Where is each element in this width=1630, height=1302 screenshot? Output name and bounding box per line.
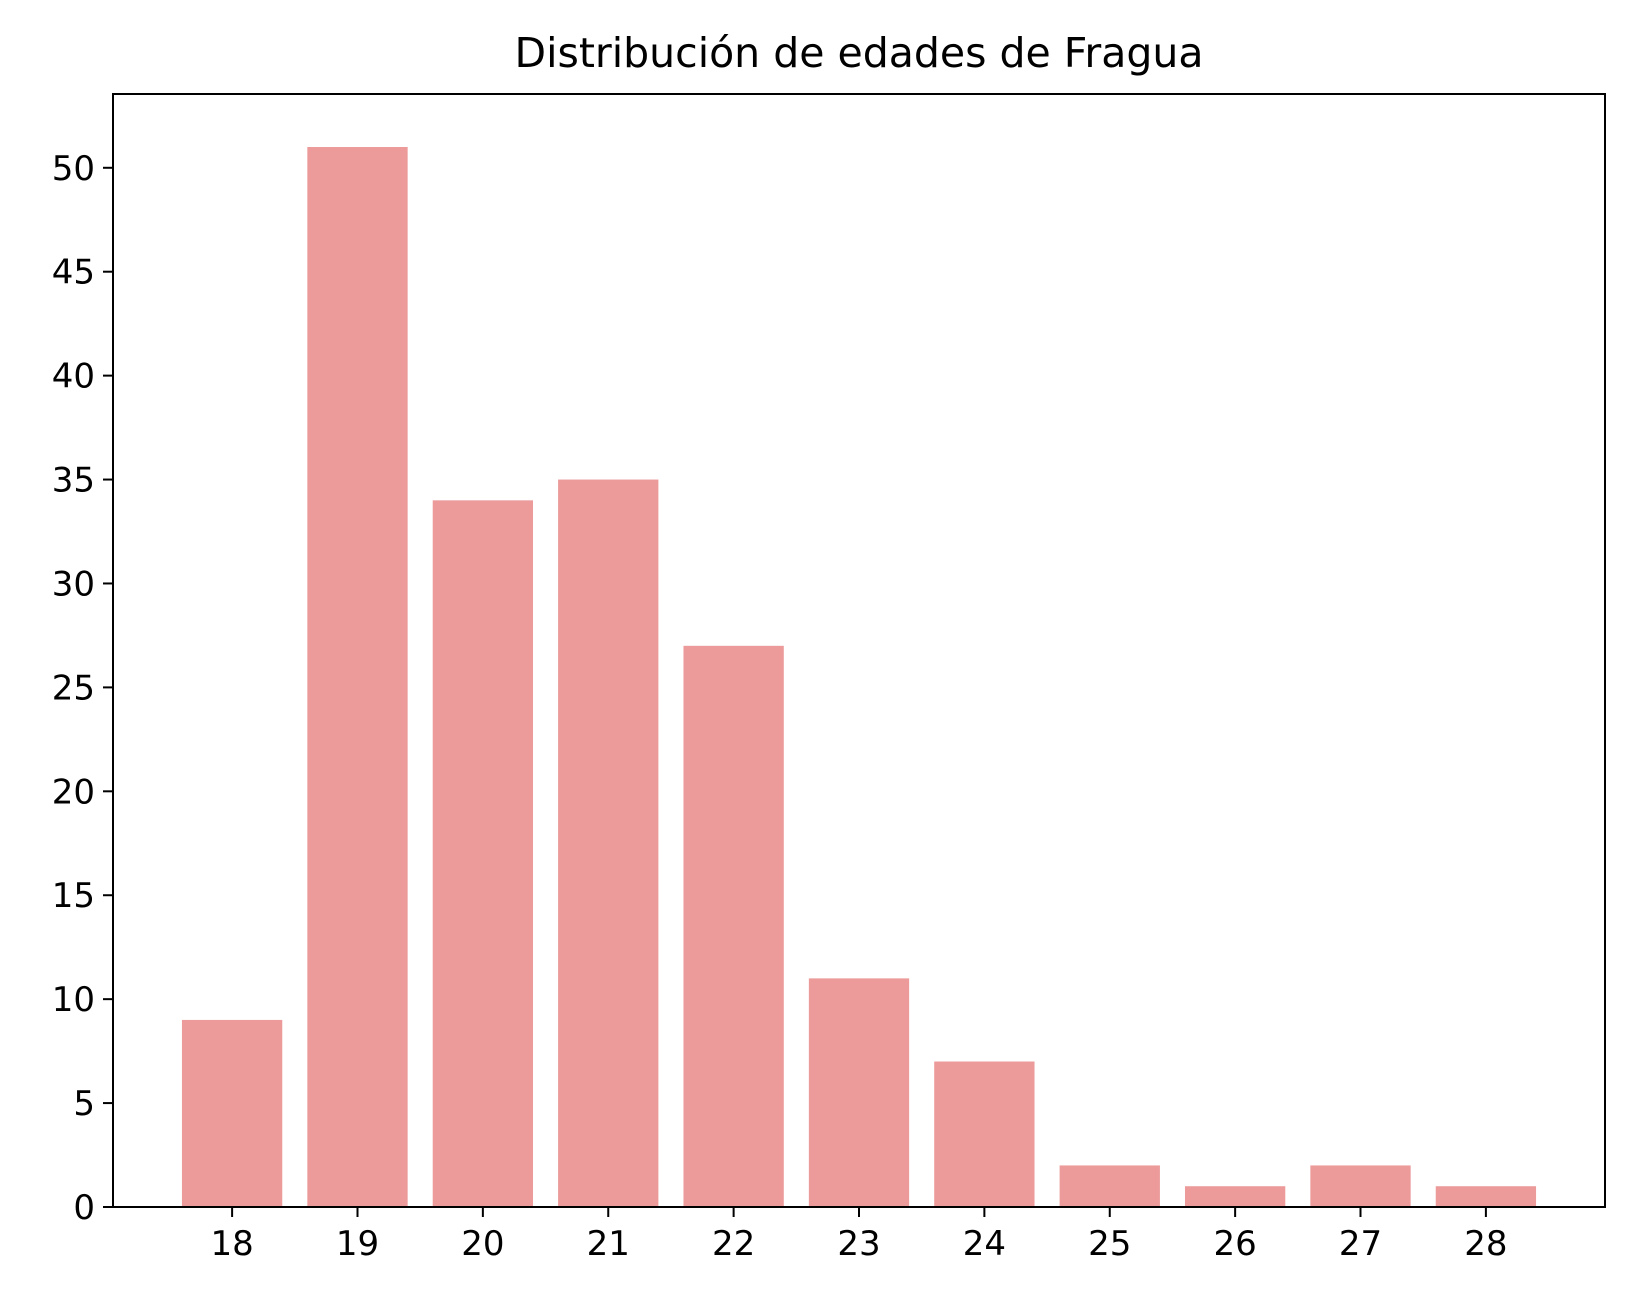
y-tick-label: 15 (52, 876, 95, 916)
y-tick-label: 10 (52, 980, 95, 1020)
x-tick-label: 23 (837, 1224, 880, 1264)
plot-frame (112, 93, 1606, 1208)
x-tick-label: 24 (963, 1224, 1006, 1264)
bar-25 (1059, 1165, 1160, 1207)
x-tick-label: 18 (210, 1224, 253, 1264)
x-tick-label: 25 (1088, 1224, 1131, 1264)
y-tick-label: 30 (52, 564, 95, 604)
bar-18 (181, 1019, 283, 1207)
y-tick-label: 50 (52, 149, 95, 189)
x-tick-label: 19 (336, 1224, 379, 1264)
bar-27 (1310, 1165, 1411, 1207)
bar-21 (558, 479, 659, 1207)
x-tick-label: 20 (461, 1224, 504, 1264)
x-tick-label: 26 (1214, 1224, 1257, 1264)
y-tick-label: 0 (73, 1188, 95, 1228)
y-tick-label: 45 (52, 253, 95, 293)
bar-23 (808, 978, 910, 1207)
bar-22 (683, 645, 784, 1207)
bars-group (181, 147, 1537, 1207)
y-tick-label: 35 (52, 461, 95, 501)
y-axis: 0 5 10 15 20 25 30 35 40 45 50 (52, 149, 113, 1228)
x-tick-label: 28 (1464, 1224, 1507, 1264)
chart-title: Distribución de edades de Fragua (515, 29, 1204, 77)
x-axis: 18 19 20 21 22 23 24 25 26 27 28 (210, 1207, 1508, 1264)
bar-26 (1184, 1186, 1286, 1207)
y-tick-label: 25 (52, 668, 95, 708)
x-tick-label: 27 (1339, 1224, 1382, 1264)
bar-28 (1435, 1186, 1537, 1207)
y-tick-label: 40 (52, 357, 95, 397)
bar-19 (307, 147, 408, 1207)
x-tick-label: 22 (712, 1224, 755, 1264)
y-tick-label: 5 (73, 1084, 95, 1124)
bar-20 (432, 500, 534, 1207)
y-tick-label: 20 (52, 772, 95, 812)
x-tick-label: 21 (587, 1224, 630, 1264)
bar-24 (934, 1061, 1035, 1207)
